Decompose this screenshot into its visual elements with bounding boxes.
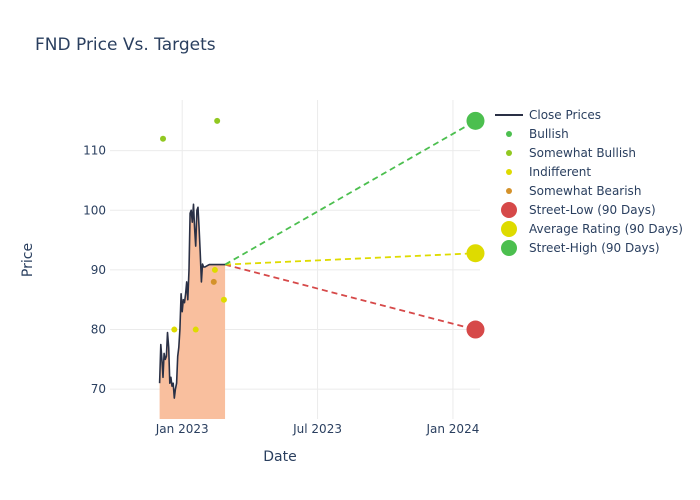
legend-swatch-dot: [506, 131, 512, 137]
target-marker-streethigh: [466, 111, 485, 130]
rating-point-somewhat-bullish: [214, 117, 221, 124]
legend-label: Somewhat Bearish: [529, 184, 641, 198]
target-markers-layer: [466, 111, 485, 339]
target-marker-average: [466, 244, 485, 263]
rating-point-indifferent: [192, 326, 199, 333]
rating-point-somewhat-bullish: [160, 135, 167, 142]
legend-label: Street-Low (90 Days): [529, 203, 656, 217]
y-tick-label: 70: [91, 382, 106, 396]
close-price-area: [159, 204, 226, 419]
legend-swatch-bigdot: [501, 202, 517, 218]
rating-point-indifferent: [171, 326, 178, 333]
points-layer: [160, 117, 227, 333]
legend: Close Prices Bullish Somewhat Bullish Indif…: [495, 108, 683, 256]
x-axis-title: Date: [263, 449, 296, 465]
legend-label: Average Rating (90 Days): [529, 222, 683, 236]
legend-label: Close Prices: [529, 108, 601, 122]
rating-point-indifferent: [211, 266, 218, 273]
target-line-average: [225, 252, 476, 266]
target-line-streethigh: [224, 120, 476, 266]
y-tick-label: 110: [83, 144, 106, 158]
close-price-line: [158, 203, 226, 399]
rating-point-somewhat-bearish: [210, 278, 217, 285]
legend-label: Street-High (90 Days): [529, 241, 660, 255]
y-tick-label: 90: [91, 263, 106, 277]
rating-point-indifferent: [220, 296, 227, 303]
y-tick-label: 100: [83, 203, 106, 217]
x-tick-label: Jan 2024: [425, 422, 479, 436]
legend-swatch-dot: [506, 169, 512, 175]
legend-swatch-dot: [506, 150, 512, 156]
legend-swatch-bigdot: [501, 240, 517, 256]
area-layer: [159, 204, 226, 419]
price-line-layer: [158, 203, 226, 399]
x-tick-label: Jul 2023: [292, 422, 342, 436]
target-line-streetlow: [224, 263, 476, 331]
x-tick-label: Jan 2023: [155, 422, 209, 436]
axes-layer: 70 80 90 100 110 Jan 2023 Jul 2023 Jan 2024: [83, 144, 479, 436]
legend-label: Indifferent: [529, 165, 591, 179]
legend-label: Bullish: [529, 127, 569, 141]
legend-swatch-dot: [506, 188, 512, 194]
chart-title: FND Price Vs. Targets: [35, 35, 216, 55]
target-lines-layer: [224, 120, 476, 331]
legend-swatch-bigdot: [501, 221, 517, 237]
legend-label: Somewhat Bullish: [529, 146, 636, 160]
y-axis-title: Price: [20, 243, 36, 277]
target-marker-streetlow: [466, 320, 485, 339]
y-tick-label: 80: [91, 323, 106, 337]
